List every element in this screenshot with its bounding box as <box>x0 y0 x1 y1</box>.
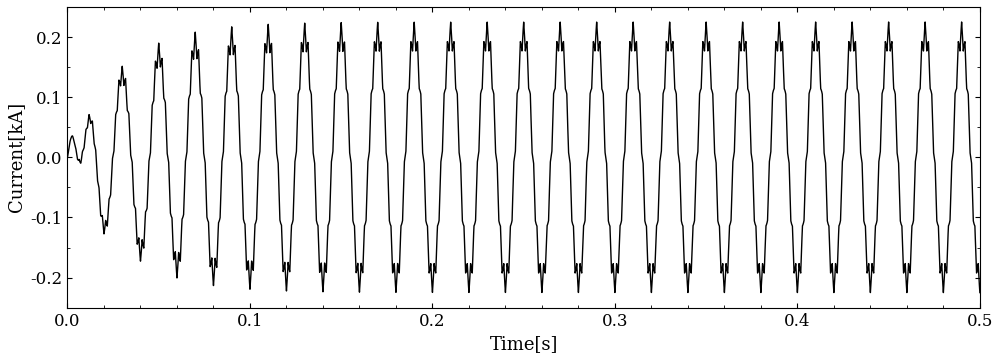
X-axis label: Time[s]: Time[s] <box>489 335 558 353</box>
Y-axis label: Current[kA]: Current[kA] <box>7 102 25 212</box>
